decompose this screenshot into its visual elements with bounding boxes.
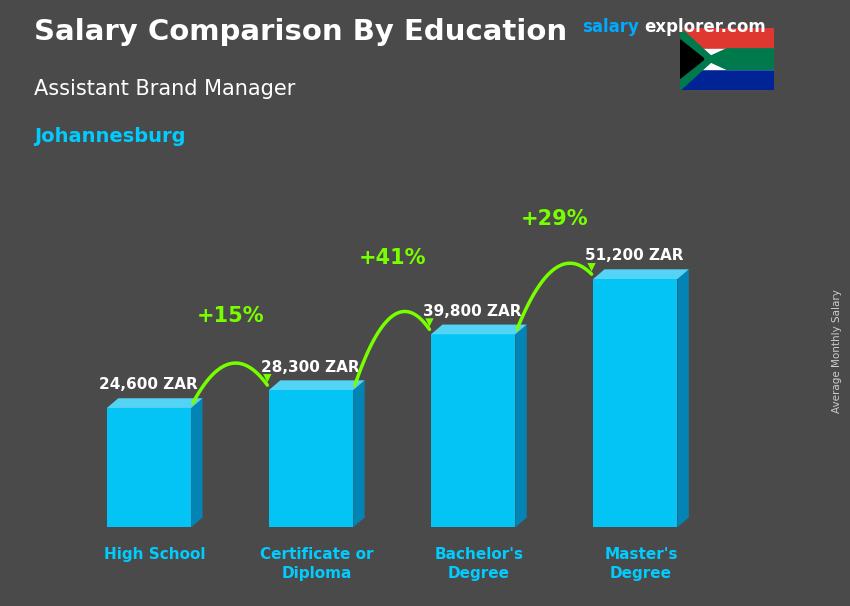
Text: salary: salary: [582, 18, 639, 36]
Polygon shape: [191, 398, 202, 527]
Polygon shape: [354, 381, 365, 527]
Text: Certificate or
Diploma: Certificate or Diploma: [260, 547, 373, 581]
Text: High School: High School: [104, 547, 206, 562]
Bar: [680, 28, 774, 49]
Polygon shape: [593, 269, 688, 279]
Text: +15%: +15%: [196, 306, 264, 326]
Text: 39,800 ZAR: 39,800 ZAR: [423, 304, 522, 319]
Text: Salary Comparison By Education: Salary Comparison By Education: [34, 18, 567, 46]
Text: explorer.com: explorer.com: [644, 18, 766, 36]
Text: 24,600 ZAR: 24,600 ZAR: [99, 378, 197, 393]
Polygon shape: [677, 269, 688, 527]
Polygon shape: [431, 325, 527, 335]
Text: Johannesburg: Johannesburg: [34, 127, 185, 146]
Bar: [680, 49, 774, 69]
Text: Master's
Degree: Master's Degree: [604, 547, 677, 581]
Text: +41%: +41%: [359, 248, 426, 268]
Polygon shape: [680, 40, 705, 78]
Text: +29%: +29%: [520, 209, 588, 229]
Polygon shape: [431, 335, 515, 527]
Text: Bachelor's
Degree: Bachelor's Degree: [434, 547, 524, 581]
Polygon shape: [515, 325, 527, 527]
Text: Assistant Brand Manager: Assistant Brand Manager: [34, 79, 296, 99]
Bar: [714, 53, 774, 65]
Text: 51,200 ZAR: 51,200 ZAR: [585, 248, 683, 264]
Polygon shape: [269, 390, 354, 527]
Polygon shape: [705, 49, 774, 69]
Polygon shape: [680, 33, 710, 85]
Bar: [680, 69, 774, 90]
Polygon shape: [680, 28, 714, 90]
Polygon shape: [107, 398, 202, 408]
Polygon shape: [593, 279, 677, 527]
Text: 28,300 ZAR: 28,300 ZAR: [261, 359, 360, 375]
Polygon shape: [107, 408, 191, 527]
Polygon shape: [269, 381, 365, 390]
Text: Average Monthly Salary: Average Monthly Salary: [832, 290, 842, 413]
